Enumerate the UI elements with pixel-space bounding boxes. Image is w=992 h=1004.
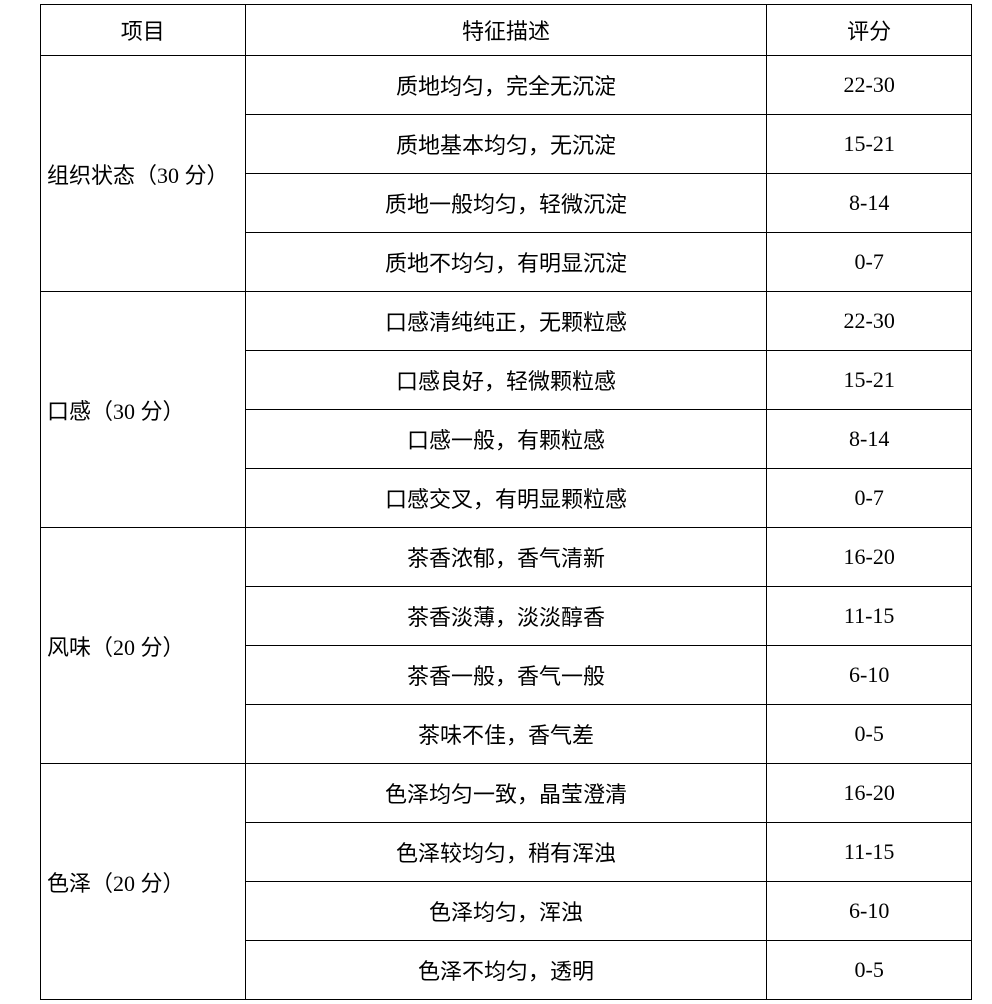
score-cell: 15-21 (767, 115, 972, 174)
table-row: 组织状态（30 分） 质地均匀，完全无沉淀 22-30 (41, 56, 972, 115)
table-row: 色泽（20 分） 色泽均匀一致，晶莹澄清 16-20 (41, 764, 972, 823)
desc-cell: 质地一般均匀，轻微沉淀 (245, 174, 767, 233)
scoring-table-container: 项目 特征描述 评分 组织状态（30 分） 质地均匀，完全无沉淀 22-30 质… (0, 0, 992, 1004)
score-cell: 0-7 (767, 233, 972, 292)
desc-cell: 茶香一般，香气一般 (245, 646, 767, 705)
table-body: 组织状态（30 分） 质地均匀，完全无沉淀 22-30 质地基本均匀，无沉淀 1… (41, 56, 972, 1000)
score-cell: 11-15 (767, 823, 972, 882)
header-category: 项目 (41, 5, 246, 56)
desc-cell: 质地基本均匀，无沉淀 (245, 115, 767, 174)
score-cell: 8-14 (767, 410, 972, 469)
desc-cell: 色泽不均匀，透明 (245, 941, 767, 1000)
desc-cell: 质地不均匀，有明显沉淀 (245, 233, 767, 292)
table-row: 风味（20 分） 茶香浓郁，香气清新 16-20 (41, 528, 972, 587)
score-cell: 16-20 (767, 528, 972, 587)
desc-cell: 茶味不佳，香气差 (245, 705, 767, 764)
table-header-row: 项目 特征描述 评分 (41, 5, 972, 56)
desc-cell: 口感清纯纯正，无颗粒感 (245, 292, 767, 351)
score-cell: 0-5 (767, 941, 972, 1000)
score-cell: 6-10 (767, 882, 972, 941)
category-cell: 风味（20 分） (41, 528, 246, 764)
category-cell: 组织状态（30 分） (41, 56, 246, 292)
header-description: 特征描述 (245, 5, 767, 56)
score-cell: 8-14 (767, 174, 972, 233)
desc-cell: 色泽均匀一致，晶莹澄清 (245, 764, 767, 823)
category-cell: 口感（30 分） (41, 292, 246, 528)
score-cell: 0-7 (767, 469, 972, 528)
score-cell: 15-21 (767, 351, 972, 410)
desc-cell: 色泽均匀，浑浊 (245, 882, 767, 941)
category-cell: 色泽（20 分） (41, 764, 246, 1000)
score-cell: 22-30 (767, 292, 972, 351)
desc-cell: 茶香浓郁，香气清新 (245, 528, 767, 587)
header-score: 评分 (767, 5, 972, 56)
desc-cell: 口感一般，有颗粒感 (245, 410, 767, 469)
score-cell: 6-10 (767, 646, 972, 705)
desc-cell: 色泽较均匀，稍有浑浊 (245, 823, 767, 882)
desc-cell: 口感交叉，有明显颗粒感 (245, 469, 767, 528)
score-cell: 16-20 (767, 764, 972, 823)
score-cell: 11-15 (767, 587, 972, 646)
scoring-table: 项目 特征描述 评分 组织状态（30 分） 质地均匀，完全无沉淀 22-30 质… (40, 4, 972, 1000)
desc-cell: 茶香淡薄，淡淡醇香 (245, 587, 767, 646)
table-row: 口感（30 分） 口感清纯纯正，无颗粒感 22-30 (41, 292, 972, 351)
desc-cell: 口感良好，轻微颗粒感 (245, 351, 767, 410)
score-cell: 0-5 (767, 705, 972, 764)
score-cell: 22-30 (767, 56, 972, 115)
desc-cell: 质地均匀，完全无沉淀 (245, 56, 767, 115)
